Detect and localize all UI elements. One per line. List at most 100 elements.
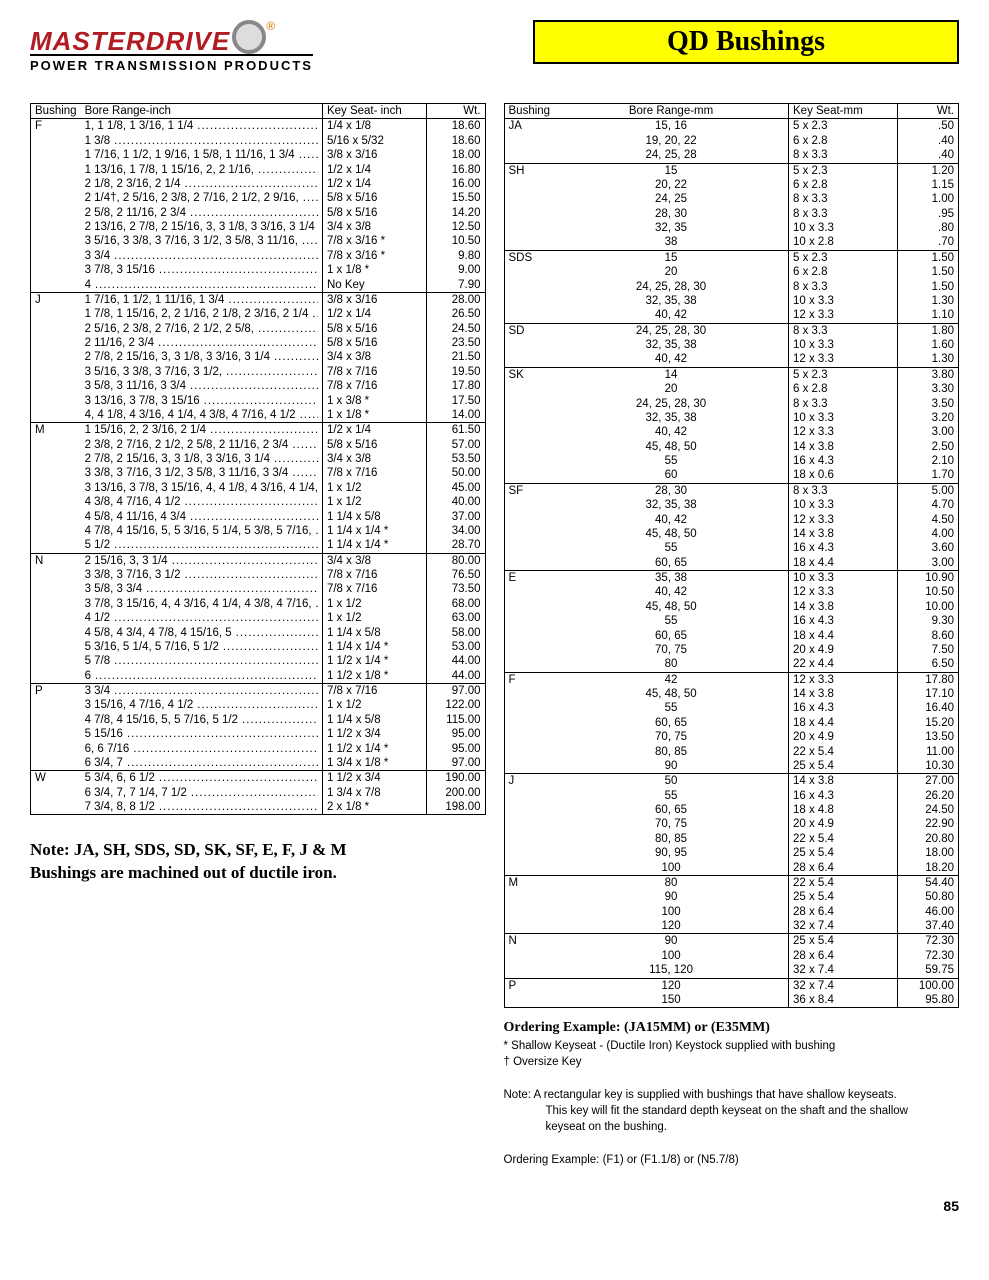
cell-wt: 58.00: [427, 626, 485, 640]
cell-keyseat: 14 x 3.8: [789, 774, 898, 789]
table-row: 45, 48, 5014 x 3.82.50: [504, 440, 959, 454]
cell-bore: 24, 25: [554, 192, 788, 206]
cell-keyseat: 10 x 3.3: [789, 498, 898, 512]
cell-wt: .40: [898, 134, 959, 148]
cell-keyseat: 14 x 3.8: [789, 440, 898, 454]
cell-bushing: [504, 397, 554, 411]
cell-bushing: SDS: [504, 250, 554, 265]
col-bushing: Bushing: [504, 104, 554, 119]
cell-bushing: [504, 963, 554, 978]
table-row: 4 7/8, 4 15/16, 5, 5 3/16, 5 1/4, 5 3/8,…: [31, 524, 486, 538]
table-row: 10028 x 6.418.20: [504, 861, 959, 876]
cell-bore: 15: [554, 250, 788, 265]
cell-wt: 50.00: [427, 466, 485, 480]
cell-bore: 80: [554, 657, 788, 672]
cell-keyseat: 10 x 3.3: [789, 338, 898, 352]
cell-bushing: [31, 307, 81, 321]
cell-bore: 5 7/8: [81, 654, 323, 668]
cell-bore: 2 11/16, 2 3/4: [81, 336, 323, 350]
cell-keyseat: 1 x 3/8 *: [322, 394, 427, 408]
cell-bore: 40, 42: [554, 585, 788, 599]
col-bore: Bore Range-mm: [554, 104, 788, 119]
table-row: 5516 x 4.39.30: [504, 614, 959, 628]
cell-keyseat: 10 x 3.3: [789, 571, 898, 586]
cell-wt: 4.00: [898, 527, 959, 541]
cell-bore: 70, 75: [554, 730, 788, 744]
table-row: 3 5/16, 3 3/8, 3 7/16, 3 1/2, 3 5/8, 3 1…: [31, 234, 486, 248]
table-row: SD24, 25, 28, 308 x 3.31.80: [504, 323, 959, 338]
cell-keyseat: 7/8 x 3/16 *: [322, 249, 427, 263]
cell-wt: 21.50: [427, 350, 485, 364]
cell-keyseat: 8 x 3.3: [789, 207, 898, 221]
cell-keyseat: 7/8 x 7/16: [322, 582, 427, 596]
cell-bushing: [31, 263, 81, 277]
cell-keyseat: 20 x 4.9: [789, 730, 898, 744]
cell-bushing: SK: [504, 367, 554, 382]
ordering-example-2: Ordering Example: (F1) or (F1.1/8) or (N…: [504, 1152, 960, 1168]
cell-keyseat: 1 1/2 x 3/4: [322, 727, 427, 741]
cell-bushing: [504, 556, 554, 571]
left-column: Bushing Bore Range-inch Key Seat- inch W…: [30, 103, 486, 1168]
cell-bore: 1 7/16, 1 1/2, 1 11/16, 1 3/4: [81, 292, 323, 307]
cell-wt: 23.50: [427, 336, 485, 350]
table-row: F1, 1 1/8, 1 3/16, 1 1/41/4 x 1/818.60: [31, 119, 486, 134]
cell-bore: 60, 65: [554, 629, 788, 643]
cell-bore: 100: [554, 949, 788, 963]
cell-keyseat: 12 x 3.3: [789, 585, 898, 599]
col-keyseat: Key Seat- inch: [322, 104, 427, 119]
cell-bushing: [504, 411, 554, 425]
cell-bore: 2 3/8, 2 7/16, 2 1/2, 2 5/8, 2 11/16, 2 …: [81, 438, 323, 452]
table-row: 9025 x 5.410.30: [504, 759, 959, 774]
cell-bushing: [504, 425, 554, 439]
cell-bore: 5 1/2: [81, 538, 323, 553]
table-row: 24, 25, 28, 308 x 3.31.50: [504, 280, 959, 294]
cell-wt: 15.50: [427, 191, 485, 205]
cell-wt: 10.30: [898, 759, 959, 774]
cell-wt: 50.80: [898, 890, 959, 904]
cell-keyseat: 12 x 3.3: [789, 672, 898, 687]
cell-bushing: [31, 148, 81, 162]
cell-keyseat: 18 x 4.4: [789, 556, 898, 571]
cell-keyseat: 8 x 3.3: [789, 280, 898, 294]
cell-bore: 4: [81, 278, 323, 293]
cell-keyseat: 5 x 2.3: [789, 163, 898, 178]
cell-bore: 45, 48, 50: [554, 687, 788, 701]
table-row: 3 3/8, 3 7/16, 3 1/27/8 x 7/1676.50: [31, 568, 486, 582]
table-row: 2 7/8, 2 15/16, 3, 3 1/8, 3 3/16, 3 1/43…: [31, 350, 486, 364]
cell-wt: 17.10: [898, 687, 959, 701]
cell-bore: 20: [554, 265, 788, 279]
cell-wt: .80: [898, 221, 959, 235]
cell-keyseat: 22 x 5.4: [789, 875, 898, 890]
table-row: 24, 25, 288 x 3.3.40: [504, 148, 959, 163]
cell-keyseat: 1 1/2 x 1/4 *: [322, 654, 427, 668]
cell-bore: 32, 35, 38: [554, 338, 788, 352]
cell-keyseat: 6 x 2.8: [789, 178, 898, 192]
cell-bushing: [504, 513, 554, 527]
footer-notes: Ordering Example: (JA15MM) or (E35MM) * …: [504, 1018, 960, 1168]
cell-bushing: [31, 481, 81, 495]
cell-bore: 150: [554, 993, 788, 1008]
table-row: 61 1/2 x 1/8 *44.00: [31, 669, 486, 684]
cell-keyseat: 1 1/2 x 1/4 *: [322, 742, 427, 756]
cell-bushing: [504, 192, 554, 206]
cell-wt: 200.00: [427, 786, 485, 800]
cell-wt: 45.00: [427, 481, 485, 495]
cell-wt: 54.40: [898, 875, 959, 890]
cell-wt: 1.00: [898, 192, 959, 206]
cell-keyseat: 3/4 x 3/8: [322, 553, 427, 568]
cell-keyseat: 10 x 3.3: [789, 294, 898, 308]
cell-bushing: [504, 745, 554, 759]
cell-wt: 24.50: [898, 803, 959, 817]
cell-wt: 2.10: [898, 454, 959, 468]
cell-keyseat: 16 x 4.3: [789, 789, 898, 803]
table-row: 40, 4212 x 3.34.50: [504, 513, 959, 527]
bushings-inch-table: Bushing Bore Range-inch Key Seat- inch W…: [30, 103, 486, 815]
table-row: 10028 x 6.472.30: [504, 949, 959, 963]
cell-wt: 3.00: [898, 425, 959, 439]
cell-bushing: [31, 495, 81, 509]
cell-wt: 3.80: [898, 367, 959, 382]
cell-keyseat: 25 x 5.4: [789, 846, 898, 860]
table-row: 70, 7520 x 4.97.50: [504, 643, 959, 657]
cell-keyseat: 1 x 1/2: [322, 481, 427, 495]
cell-bushing: [504, 643, 554, 657]
